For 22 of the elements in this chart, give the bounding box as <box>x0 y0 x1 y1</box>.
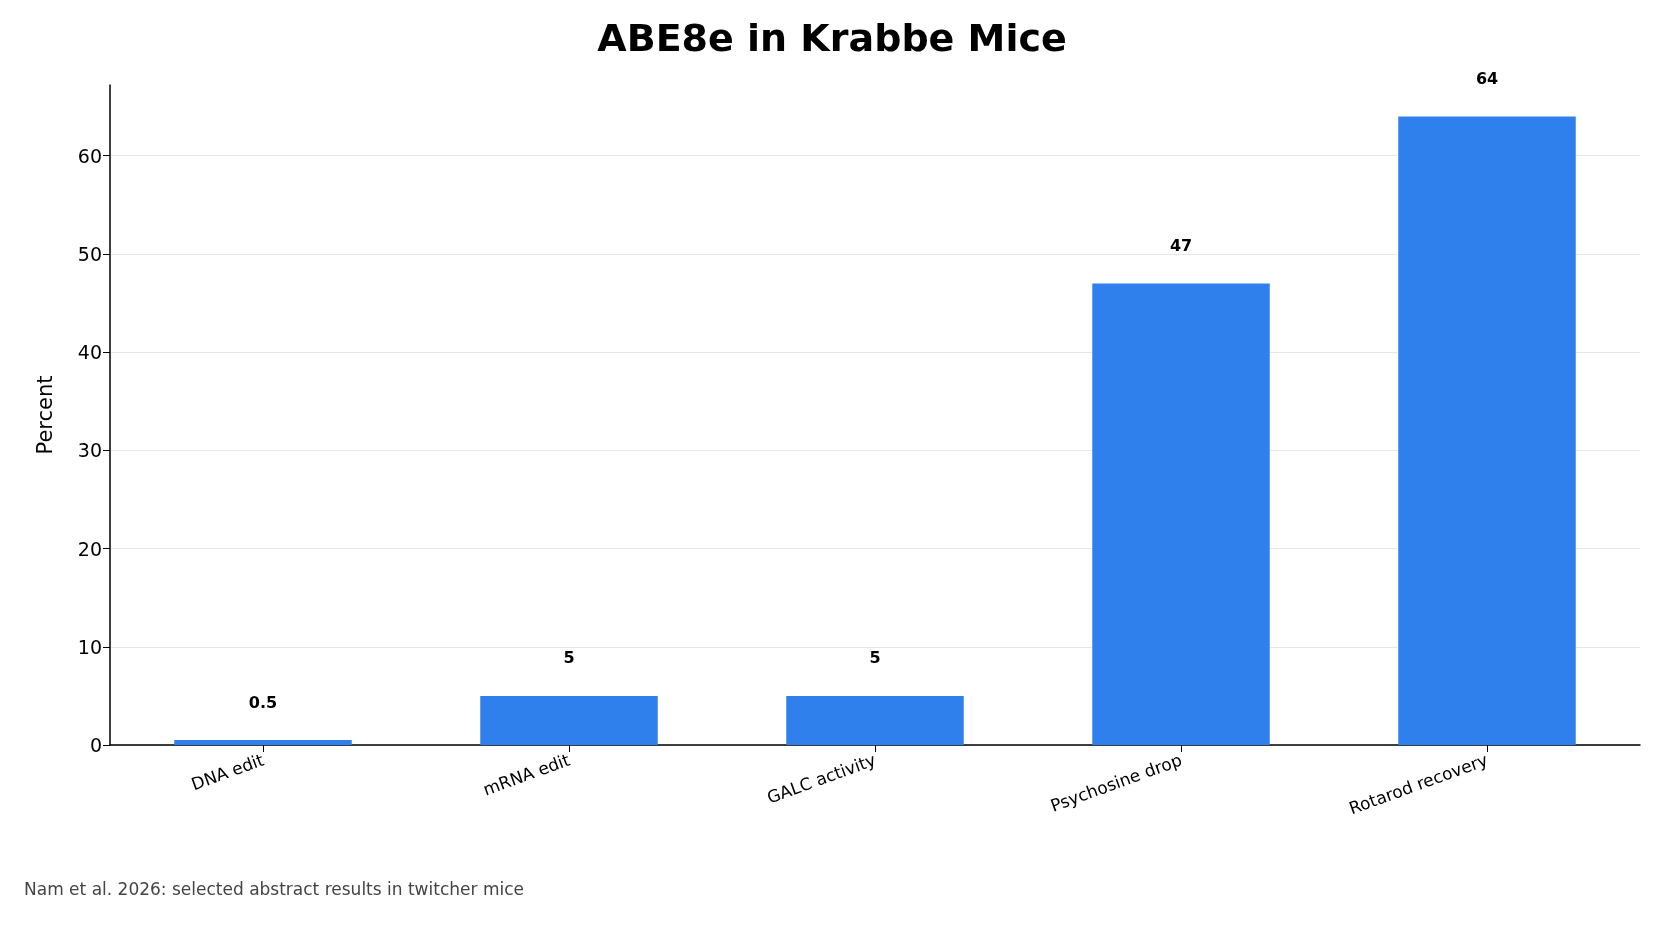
bar <box>174 740 352 745</box>
y-tick-label: 40 <box>77 341 102 364</box>
bar <box>786 695 964 745</box>
y-axis-title: Percent <box>32 375 57 455</box>
y-tick-label: 10 <box>77 635 102 658</box>
x-tick-label: mRNA edit <box>480 749 573 800</box>
data-label: 5 <box>869 648 881 668</box>
chart-title: ABE8e in Krabbe Mice <box>597 16 1067 60</box>
data-label: 64 <box>1475 68 1499 88</box>
data-label: 0.5 <box>248 692 278 712</box>
data-label: 5 <box>563 648 575 668</box>
y-tick-label: 20 <box>77 537 102 560</box>
y-tick-label: 60 <box>77 144 102 167</box>
y-tick-label: 50 <box>77 242 102 265</box>
data-label: 47 <box>1169 235 1193 255</box>
x-tick-label: DNA edit <box>188 749 267 795</box>
bar <box>480 695 658 745</box>
bar <box>1092 283 1270 745</box>
y-tick-label: 30 <box>77 439 102 462</box>
y-tick-label: 0 <box>89 734 102 756</box>
text: Nam et al. 2026: selected abstract results in twitcher mice <box>24 878 524 899</box>
bar <box>1398 116 1576 745</box>
